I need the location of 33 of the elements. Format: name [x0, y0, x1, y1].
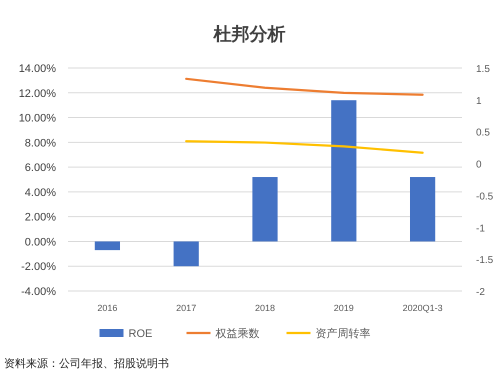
- x-tick-label: 2016: [97, 303, 118, 313]
- bar: [410, 177, 436, 242]
- y-tick-label: -4.00%: [21, 286, 56, 298]
- chart-title: 杜邦分析: [212, 24, 286, 44]
- y2-tick-label: 1: [476, 96, 482, 107]
- y2-tick-label: -0.5: [476, 191, 494, 202]
- bar: [174, 241, 199, 266]
- bar: [331, 100, 356, 242]
- x-tick-label: 2019: [334, 303, 354, 313]
- y-tick-label: 0.00%: [24, 236, 56, 248]
- y-tick-label: 6.00%: [24, 162, 56, 174]
- y2-tick-label: -1: [476, 223, 486, 234]
- y-tick-label: -2.00%: [21, 261, 56, 274]
- y2-tick-label: -1.5: [476, 255, 494, 266]
- y-tick-label: 2.00%: [24, 212, 56, 224]
- legend-label: 资产周转率: [316, 327, 370, 340]
- y2-tick-label: 0.5: [476, 128, 490, 139]
- legend-label: ROE: [128, 328, 152, 340]
- y-tick-label: 14.00%: [18, 63, 56, 75]
- y-tick-label: 4.00%: [24, 186, 56, 199]
- y-tick-label: 8.00%: [24, 137, 56, 150]
- x-tick-label: 2017: [176, 303, 196, 313]
- y-tick-label: 10.00%: [18, 112, 56, 125]
- x-tick-label: 2020Q1-3: [402, 303, 443, 313]
- x-tick-label: 2018: [254, 303, 276, 313]
- bar: [94, 241, 120, 250]
- text: 资料来源：公司年报、招股说明书: [4, 357, 169, 370]
- y2-tick-label: 0: [476, 160, 482, 171]
- y2-tick-label: -2: [476, 287, 486, 298]
- bar: [252, 177, 278, 242]
- y2-tick-label: 1.5: [476, 64, 490, 75]
- y-tick-label: 12.00%: [18, 88, 56, 100]
- legend-label: 权益乘数: [214, 327, 260, 340]
